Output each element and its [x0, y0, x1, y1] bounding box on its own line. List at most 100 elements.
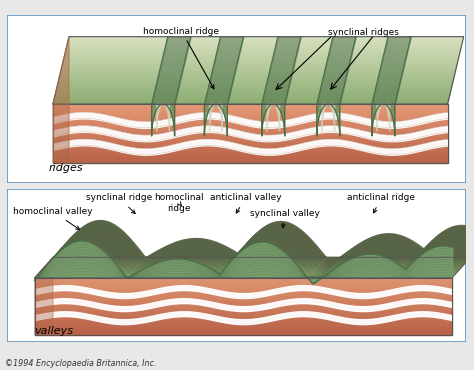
Polygon shape: [53, 117, 447, 119]
Polygon shape: [53, 161, 447, 163]
Polygon shape: [53, 125, 447, 126]
Polygon shape: [35, 283, 452, 285]
Polygon shape: [35, 323, 452, 324]
Polygon shape: [45, 230, 462, 273]
Polygon shape: [65, 50, 460, 53]
Polygon shape: [35, 282, 452, 283]
Polygon shape: [65, 53, 460, 55]
Polygon shape: [322, 104, 335, 131]
Polygon shape: [53, 113, 447, 114]
Polygon shape: [46, 229, 463, 272]
Polygon shape: [53, 37, 69, 163]
Text: valleys: valleys: [35, 326, 73, 336]
Polygon shape: [262, 104, 285, 136]
Polygon shape: [35, 258, 53, 334]
Polygon shape: [35, 303, 452, 305]
Polygon shape: [53, 119, 447, 120]
Polygon shape: [35, 278, 452, 279]
Polygon shape: [69, 37, 464, 39]
Polygon shape: [35, 286, 452, 288]
Polygon shape: [35, 307, 452, 309]
Polygon shape: [53, 135, 447, 137]
Text: synclinal ridges: synclinal ridges: [328, 28, 399, 37]
Polygon shape: [204, 104, 228, 136]
Polygon shape: [53, 120, 447, 122]
Polygon shape: [55, 95, 450, 97]
Text: ridges: ridges: [48, 163, 83, 173]
Polygon shape: [53, 157, 447, 158]
Polygon shape: [35, 312, 452, 313]
Polygon shape: [35, 292, 452, 293]
Polygon shape: [35, 322, 452, 323]
Polygon shape: [52, 222, 469, 265]
Polygon shape: [152, 104, 174, 136]
Text: homoclinal ridge: homoclinal ridge: [144, 27, 219, 89]
Polygon shape: [53, 114, 447, 116]
Polygon shape: [35, 310, 452, 312]
Text: synclinal ridge: synclinal ridge: [86, 193, 153, 213]
Polygon shape: [63, 59, 458, 61]
Polygon shape: [53, 160, 447, 161]
Polygon shape: [35, 289, 452, 290]
Polygon shape: [35, 315, 452, 316]
Polygon shape: [37, 239, 455, 282]
Polygon shape: [35, 296, 452, 297]
Polygon shape: [53, 105, 447, 107]
Polygon shape: [53, 137, 447, 138]
Polygon shape: [54, 97, 449, 100]
Text: homoclinal
ridge: homoclinal ridge: [155, 193, 204, 213]
Polygon shape: [61, 70, 456, 73]
Polygon shape: [53, 108, 447, 110]
Polygon shape: [53, 154, 447, 155]
Polygon shape: [58, 79, 454, 81]
Polygon shape: [53, 128, 447, 129]
Polygon shape: [35, 309, 452, 310]
Polygon shape: [53, 102, 448, 104]
Text: ©1994 Encyclopaedia Britannica, Inc.: ©1994 Encyclopaedia Britannica, Inc.: [5, 359, 156, 368]
Polygon shape: [53, 148, 447, 150]
Polygon shape: [53, 151, 447, 153]
Polygon shape: [53, 153, 447, 154]
Polygon shape: [63, 61, 458, 64]
Polygon shape: [50, 224, 467, 267]
Polygon shape: [49, 225, 466, 268]
Polygon shape: [53, 131, 447, 132]
Polygon shape: [53, 144, 447, 145]
Polygon shape: [53, 147, 447, 148]
Polygon shape: [62, 64, 457, 66]
Polygon shape: [53, 111, 447, 113]
Polygon shape: [39, 236, 456, 279]
Polygon shape: [53, 142, 447, 144]
Polygon shape: [55, 93, 450, 95]
Polygon shape: [317, 104, 340, 136]
Polygon shape: [35, 306, 452, 307]
Polygon shape: [54, 100, 449, 102]
Polygon shape: [53, 139, 447, 141]
Polygon shape: [60, 73, 455, 75]
Polygon shape: [35, 299, 452, 300]
Polygon shape: [35, 300, 452, 302]
Text: anticlinal valley: anticlinal valley: [210, 193, 282, 213]
Polygon shape: [66, 48, 461, 50]
Text: synclinal valley: synclinal valley: [250, 209, 319, 228]
Polygon shape: [35, 280, 452, 282]
Polygon shape: [35, 279, 452, 280]
Polygon shape: [35, 290, 452, 292]
Polygon shape: [35, 332, 452, 333]
Text: anticlinal ridge: anticlinal ridge: [347, 193, 415, 213]
Polygon shape: [67, 41, 463, 43]
Polygon shape: [53, 110, 447, 111]
Polygon shape: [35, 330, 452, 332]
Polygon shape: [53, 141, 447, 142]
Polygon shape: [35, 295, 452, 296]
Polygon shape: [64, 57, 459, 59]
Polygon shape: [47, 226, 465, 269]
Polygon shape: [58, 81, 453, 84]
Polygon shape: [157, 104, 169, 131]
Polygon shape: [53, 150, 447, 151]
Polygon shape: [35, 329, 452, 330]
Polygon shape: [56, 88, 451, 91]
Polygon shape: [59, 75, 455, 77]
Polygon shape: [35, 241, 452, 284]
Polygon shape: [41, 234, 459, 277]
